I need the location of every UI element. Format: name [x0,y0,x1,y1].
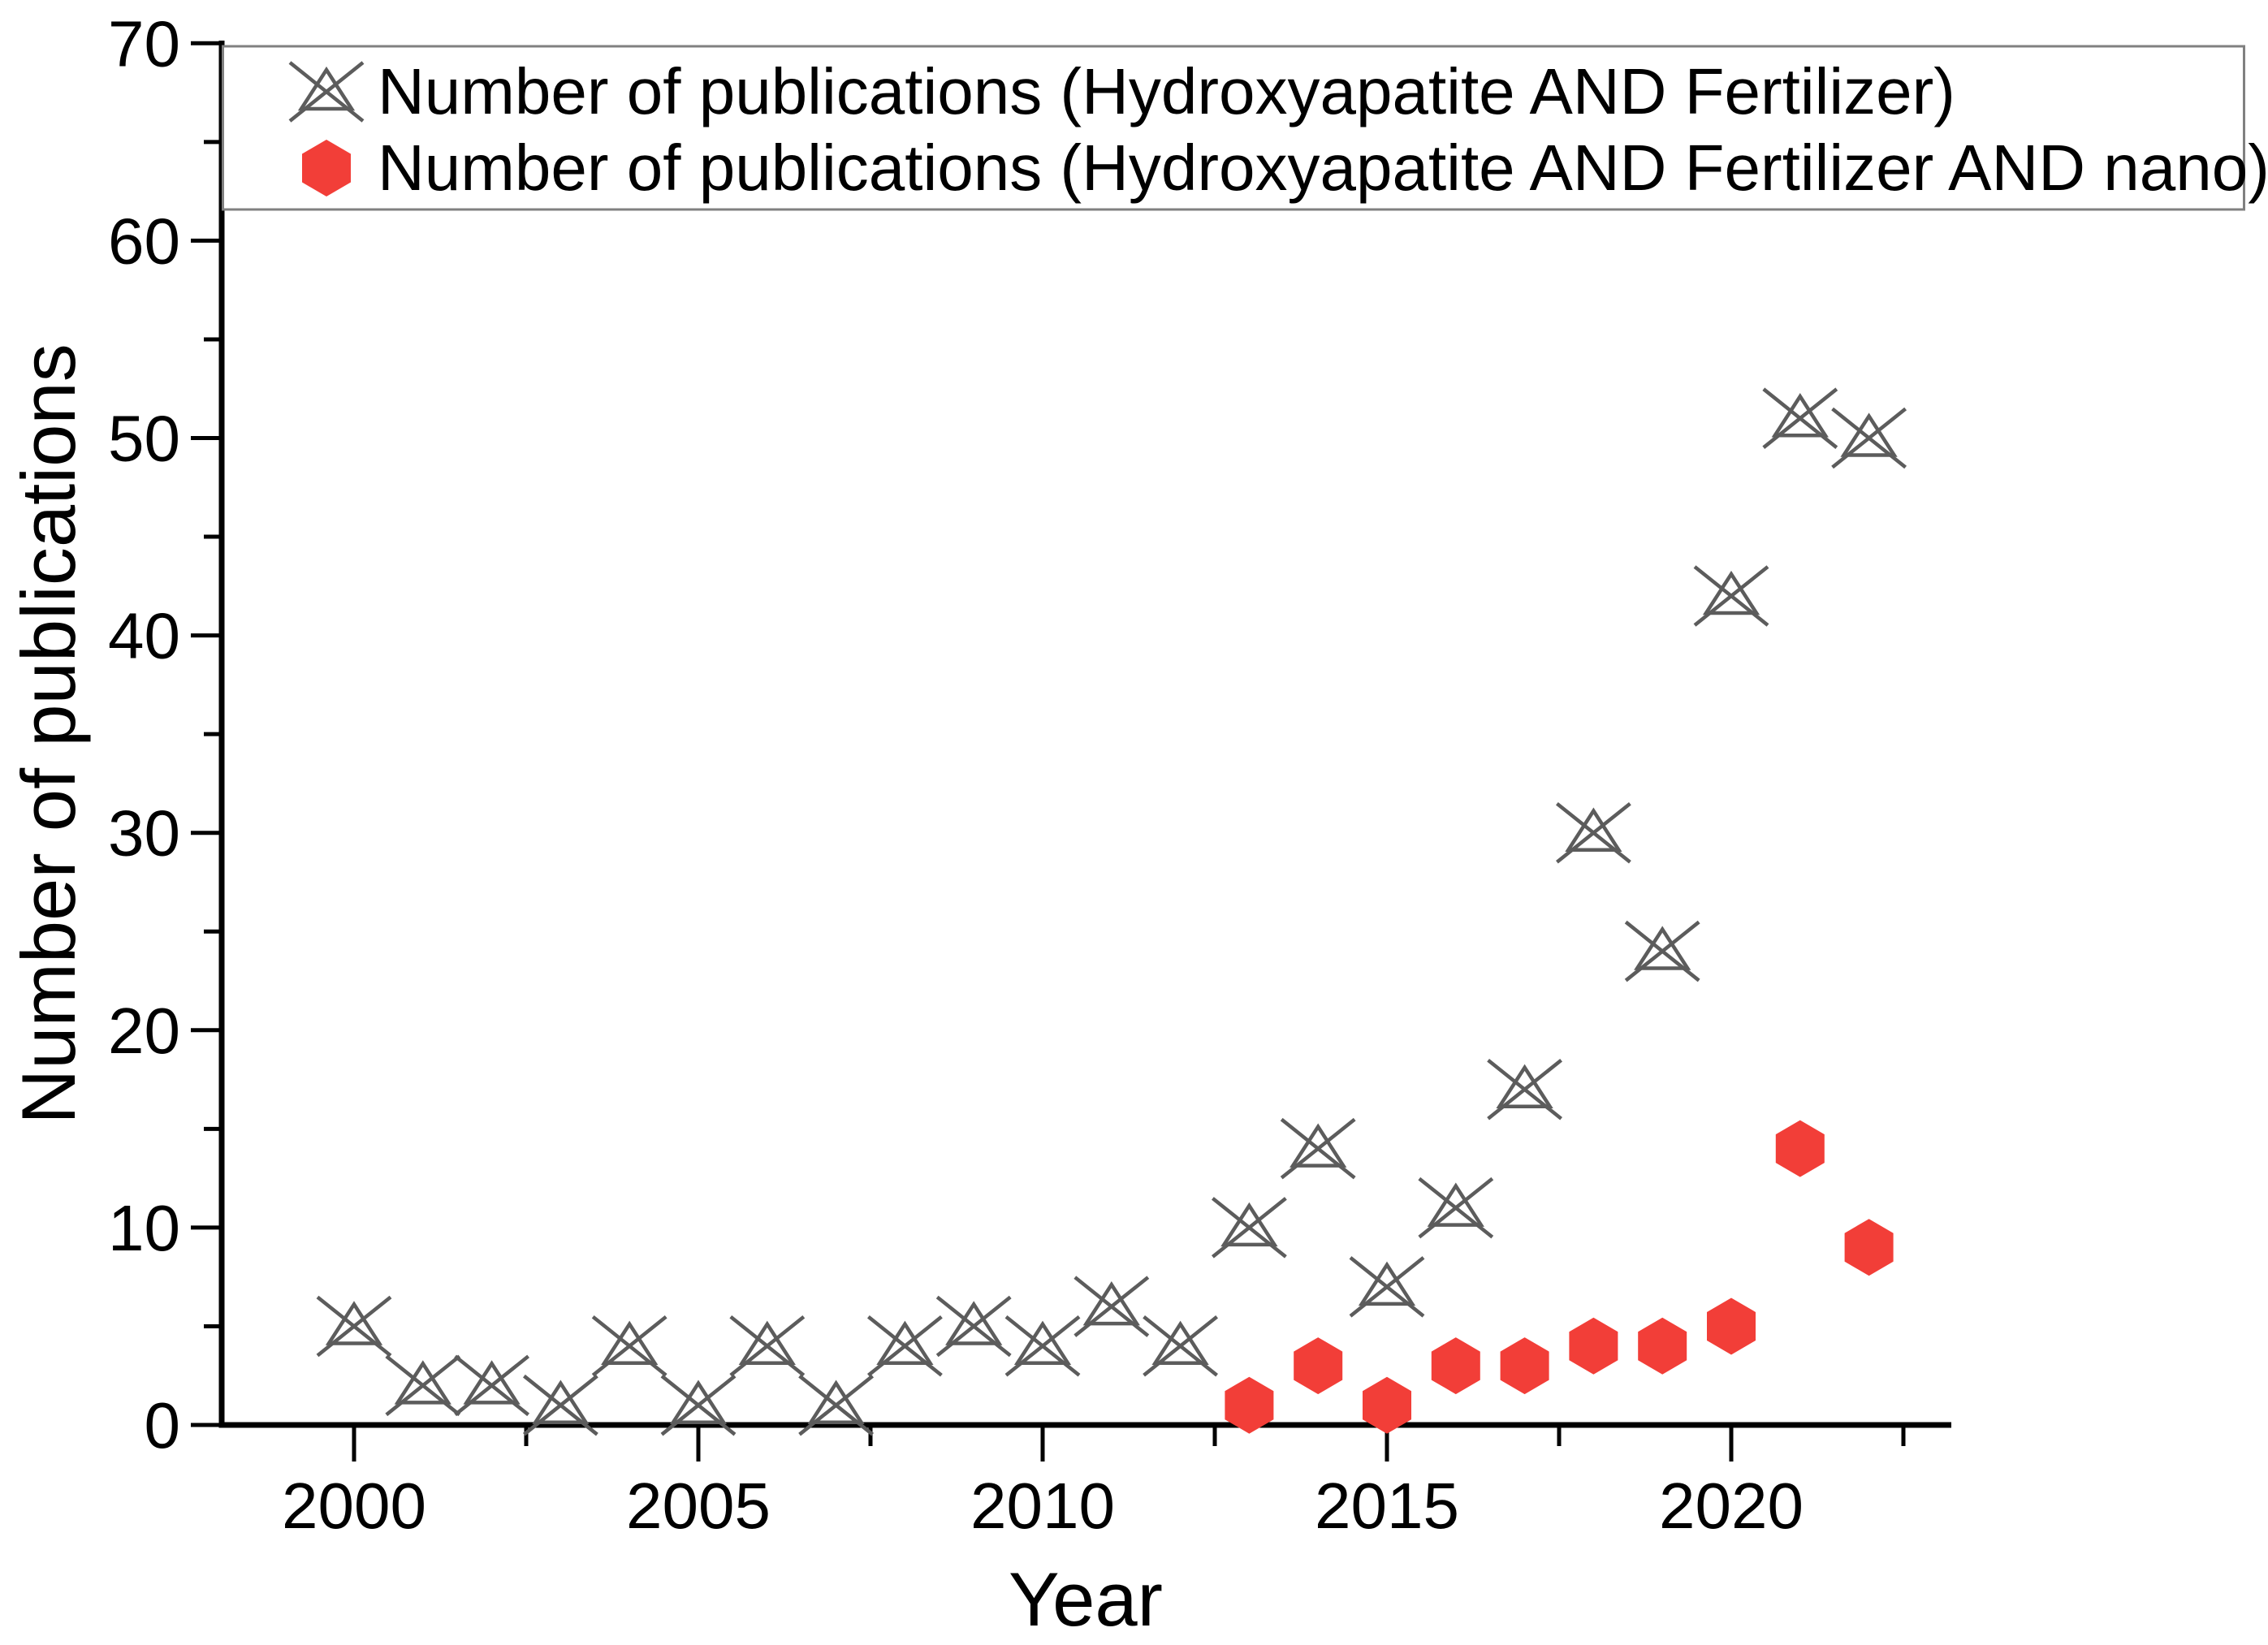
x-axis-ticks: 2000 2005 2010 2015 2020 [282,1425,1906,1542]
y-tick-label: 60 [108,205,180,277]
legend-box [222,45,2245,211]
data-point-marker-triangle-x [591,1315,667,1377]
data-point-marker-triangle-x [1693,565,1769,627]
data-point-marker-hexagon [1844,1219,1894,1276]
data-point-marker-triangle-x [1418,1177,1494,1239]
legend-item-label: Number of publications (Hydroxyapatite A… [378,132,2268,204]
data-point-marker-triangle-x [1831,407,1907,469]
legend-item-label: Number of publications (Hydroxyapatite A… [378,55,1955,127]
data-point-marker-triangle-x [1487,1058,1563,1120]
data-point-marker-triangle-x [1280,1117,1356,1180]
y-tick-label: 20 [108,995,180,1067]
y-tick-label: 40 [108,600,180,672]
hexagon-icon [302,140,351,196]
data-point-marker-triangle-x [866,1315,943,1377]
data-point-marker-hexagon [1638,1317,1687,1375]
data-point-marker-hexagon [1707,1297,1756,1355]
data-point-marker-triangle-x [935,1295,1012,1358]
data-point-marker-triangle-x [1624,920,1700,982]
data-point-marker-triangle-x [1555,801,1631,864]
data-point-marker-triangle-x [1762,387,1838,449]
data-point-marker-triangle-x [316,1295,392,1358]
x-tick-label: 2005 [626,1470,771,1542]
x-tick-label: 2020 [1659,1470,1804,1542]
y-axis-title: Number of publications [6,343,91,1124]
data-point-marker-hexagon [1294,1337,1343,1395]
plot-axes: 2000 2005 2010 2015 2020 0 10 20 30 40 50 60 70 [108,7,1951,1542]
data-point-marker-hexagon [302,140,351,196]
data-point-marker-triangle-x [1349,1256,1425,1318]
data-point-marker-triangle-x [729,1315,806,1377]
data-point-marker-hexagon [1775,1120,1825,1177]
y-tick-label: 10 [108,1192,180,1264]
legend: Number of publications (Hydroxyapatite A… [222,45,2268,211]
series-hexagon [1225,1120,1894,1434]
x-tick-label: 2010 [970,1470,1115,1542]
y-tick-label: 70 [108,7,180,80]
x-axis-title: Year [1009,1556,1163,1642]
data-point-marker-triangle-x [660,1374,737,1436]
data-points-layer [316,387,1907,1436]
x-tick-label: 2015 [1315,1470,1459,1542]
y-tick-label: 50 [108,403,180,475]
y-tick-label: 0 [145,1389,181,1462]
data-point-marker-hexagon [1431,1337,1480,1395]
triangle-x-icon [288,61,365,123]
data-point-marker-triangle-x [1004,1315,1081,1377]
data-point-marker-triangle-x [1143,1315,1219,1377]
data-point-marker-triangle-x [385,1354,461,1417]
data-point-marker-triangle-x [798,1374,875,1436]
data-point-marker-triangle-x [288,61,365,123]
x-tick-label: 2000 [282,1470,426,1542]
data-point-marker-triangle-x [454,1354,530,1417]
data-point-marker-hexagon [1363,1376,1411,1434]
data-point-marker-triangle-x [522,1374,598,1436]
y-tick-label: 30 [108,797,180,870]
data-point-marker-hexagon [1569,1317,1618,1375]
data-point-marker-hexagon [1500,1337,1549,1395]
legend-item-fertilizer: Number of publications (Hydroxyapatite A… [288,55,1955,127]
data-point-marker-triangle-x [1074,1276,1150,1337]
y-axis-ticks: 0 10 20 30 40 50 60 70 [108,7,222,1462]
data-point-marker-triangle-x [1211,1197,1287,1259]
data-point-marker-hexagon [1225,1376,1274,1434]
series-triangle-x [316,387,1907,1436]
legend-item-fertilizer-nano: Number of publications (Hydroxyapatite A… [302,132,2268,204]
